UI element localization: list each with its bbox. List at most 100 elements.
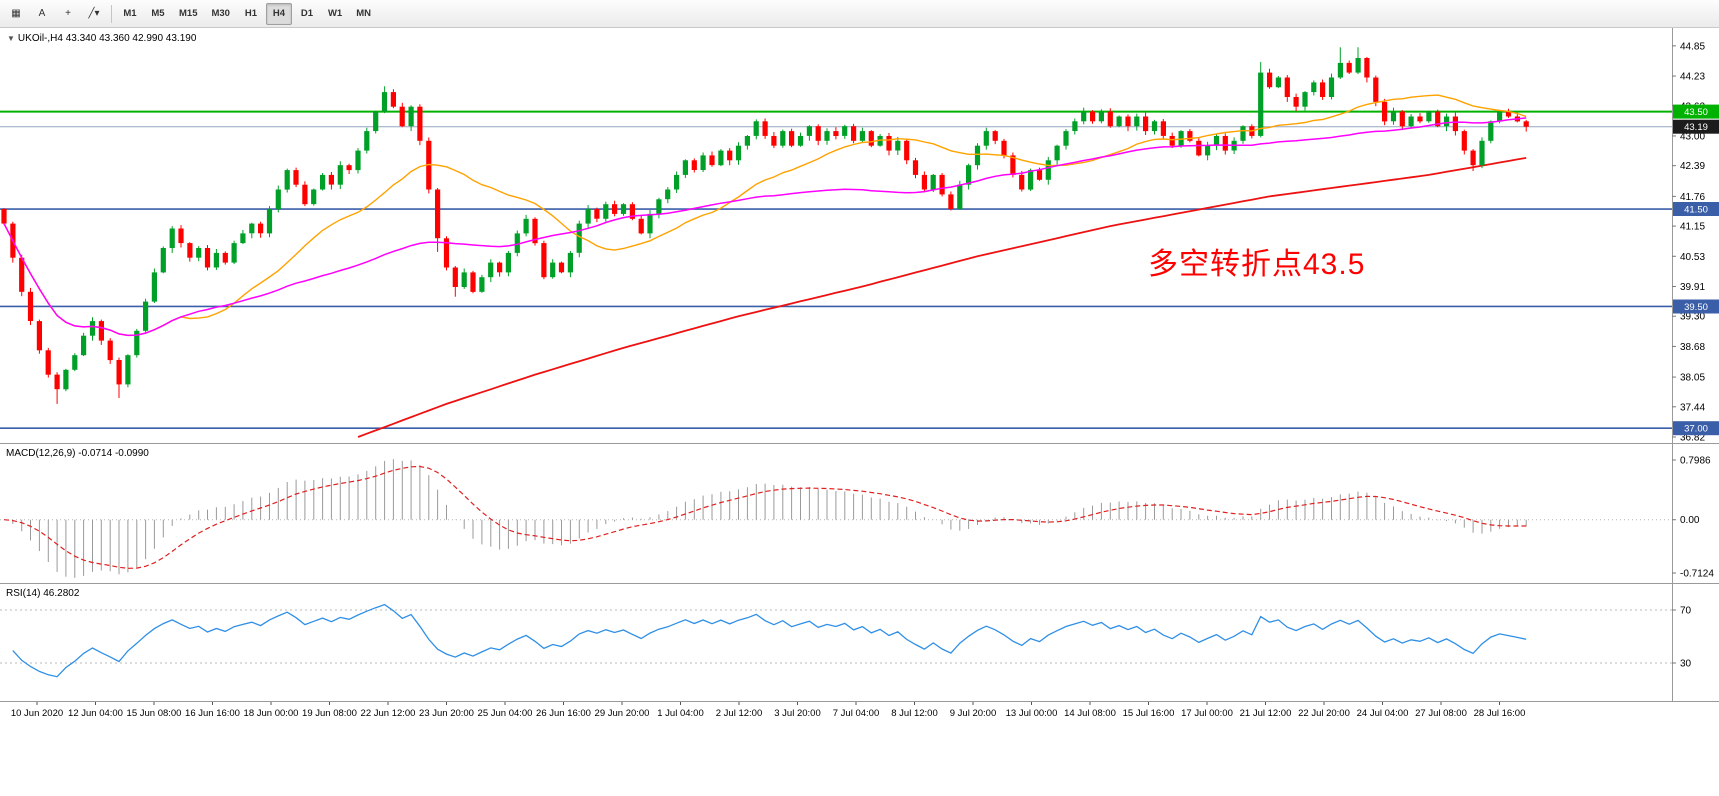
time-axis-label: 15 Jun 08:00 xyxy=(127,708,182,719)
candle xyxy=(452,266,458,297)
timeframe-m15-button[interactable]: M15 xyxy=(173,3,203,25)
candle xyxy=(1275,76,1281,89)
time-axis-label: 7 Jul 04:00 xyxy=(833,708,879,719)
tool-button-group: ▦ A + ╱▾ xyxy=(4,3,106,25)
candle xyxy=(921,171,927,193)
timeframe-m5-button[interactable]: M5 xyxy=(145,3,171,25)
candle xyxy=(364,127,370,154)
timeframe-h1-button[interactable]: H1 xyxy=(238,3,264,25)
macd-pane[interactable]: 0.7986 0.00 -0.7124 xyxy=(0,443,1719,583)
time-axis[interactable]: 10 Jun 2020 12 Jun 04:00 15 Jun 08:00 16 Ju… xyxy=(0,701,1719,723)
candle xyxy=(1311,80,1317,96)
candle xyxy=(213,249,219,270)
time-axis-label: 14 Jul 08:00 xyxy=(1064,708,1116,719)
time-axis-label: 3 Jul 20:00 xyxy=(774,708,820,719)
candle xyxy=(1160,118,1166,139)
charts-list-icon: ▦ xyxy=(11,8,21,19)
candle xyxy=(1479,137,1485,169)
candle xyxy=(682,159,688,178)
candle xyxy=(833,127,839,140)
timeframe-mn-button[interactable]: MN xyxy=(350,3,377,25)
candle xyxy=(435,188,441,252)
svg-text:43.19: 43.19 xyxy=(1684,122,1708,133)
candle xyxy=(151,268,157,303)
candle xyxy=(19,254,25,297)
candle xyxy=(249,222,255,239)
crosshair-button[interactable]: + xyxy=(56,3,80,25)
timeframe-w1-button[interactable]: W1 xyxy=(322,3,348,25)
candle xyxy=(160,246,166,274)
candle xyxy=(1293,93,1299,112)
time-axis-label: 25 Jun 04:00 xyxy=(478,708,533,719)
candle xyxy=(904,139,910,165)
price-axis-label: 38.68 xyxy=(1680,342,1705,353)
candle xyxy=(948,191,954,211)
medium-ma-line xyxy=(3,117,1527,337)
timeframe-h4-button[interactable]: H4 xyxy=(265,2,292,25)
candle xyxy=(1054,144,1060,165)
candle xyxy=(523,214,529,237)
text-label-button[interactable]: A xyxy=(30,3,54,25)
candle xyxy=(311,188,317,206)
rsi-pane[interactable]: 70 30 xyxy=(0,583,1719,701)
candle xyxy=(1267,68,1273,89)
candle xyxy=(390,89,396,109)
time-axis-label: 23 Jun 20:00 xyxy=(419,708,474,719)
candle xyxy=(505,250,511,277)
candle xyxy=(558,261,565,274)
price-axis-label: 41.76 xyxy=(1680,192,1705,203)
candle xyxy=(771,132,777,149)
draw-trendline-button[interactable]: ╱▾ xyxy=(82,3,106,25)
candle xyxy=(470,270,476,294)
candle xyxy=(1337,47,1343,79)
candle xyxy=(930,174,936,192)
time-axis-label: 8 Jul 12:00 xyxy=(891,708,937,719)
candle xyxy=(204,245,211,271)
candle xyxy=(1187,129,1193,143)
candle xyxy=(54,372,60,404)
candle xyxy=(700,152,706,172)
candle xyxy=(1116,115,1122,128)
candle xyxy=(1028,168,1034,191)
collapse-arrow-icon[interactable]: ▼ xyxy=(7,34,15,43)
time-axis-label: 9 Jul 20:00 xyxy=(950,708,996,719)
time-axis-label: 27 Jul 08:00 xyxy=(1415,708,1467,719)
candle xyxy=(594,207,600,223)
time-axis-label: 29 Jun 20:00 xyxy=(595,708,650,719)
candle xyxy=(1284,75,1290,102)
candle xyxy=(1328,73,1335,100)
charts-list-button[interactable]: ▦ xyxy=(4,3,28,25)
time-axis-label: 2 Jul 12:00 xyxy=(716,708,762,719)
candle xyxy=(1364,57,1370,83)
price-axis-label: 36.82 xyxy=(1680,433,1705,444)
candle xyxy=(514,230,520,257)
timeframe-m1-button[interactable]: M1 xyxy=(117,3,143,25)
candle xyxy=(231,240,237,265)
price-badge-39.50: 39.50 xyxy=(1673,299,1719,314)
time-axis-label: 12 Jun 04:00 xyxy=(68,708,123,719)
timeframe-d1-button[interactable]: D1 xyxy=(294,3,320,25)
candle xyxy=(497,261,503,277)
price-chart-pane[interactable]: 44.8544.2343.6243.0042.3941.7641.1540.53… xyxy=(0,28,1719,443)
candle xyxy=(912,157,919,179)
candle xyxy=(815,124,821,146)
timeframe-m30-button[interactable]: M30 xyxy=(205,3,235,25)
svg-text:41.50: 41.50 xyxy=(1684,205,1708,216)
candle xyxy=(718,149,724,167)
candle xyxy=(373,110,379,134)
candle xyxy=(612,200,618,217)
candle xyxy=(1098,109,1104,124)
candle xyxy=(240,230,246,245)
candle xyxy=(107,338,113,364)
candle xyxy=(116,357,122,398)
chart-annotation[interactable]: 多空转折点43.5 xyxy=(1148,248,1366,281)
candle xyxy=(1373,75,1379,107)
candle xyxy=(1382,98,1388,126)
chart-symbol-header: ▼ UKOil-,H4 43.340 43.360 42.990 43.190 xyxy=(7,33,196,44)
time-axis-label: 16 Jun 16:00 xyxy=(185,708,240,719)
candle xyxy=(665,187,671,204)
toolbar: ▦ A + ╱▾ M1 M5 M15 M30 H1 H4 D1 W1 MN xyxy=(0,0,1719,28)
candle xyxy=(974,143,981,170)
candle xyxy=(266,206,273,238)
candle xyxy=(1417,113,1423,124)
